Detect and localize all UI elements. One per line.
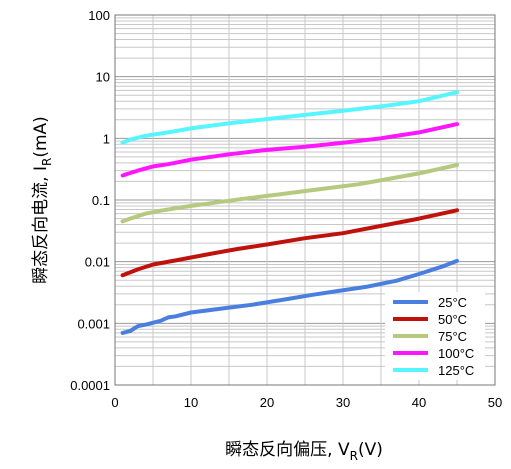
x-axis-title-main: 瞬态反向偏压, V: [225, 440, 350, 460]
y-tick-label: 0.001: [77, 316, 110, 331]
x-tick-label: 10: [184, 395, 198, 410]
y-tick-label: 1: [103, 131, 110, 146]
y-tick-label: 100: [88, 8, 110, 23]
legend-label: 25°C: [438, 295, 467, 310]
y-axis-title-symbol: I: [31, 166, 51, 171]
x-tick-label: 50: [488, 395, 502, 410]
series-line-125c: [120, 90, 459, 145]
series-line-25c: [120, 258, 459, 335]
legend-label: 125°C: [438, 363, 474, 378]
y-tick-label: 0.01: [85, 255, 110, 270]
legend-label: 50°C: [438, 312, 467, 327]
x-tick-label: 0: [111, 395, 118, 410]
legend-label: 100°C: [438, 346, 474, 361]
series-line-50c: [120, 208, 459, 278]
x-tick-label: 20: [260, 395, 274, 410]
x-axis-title-subscript: R: [350, 449, 358, 463]
y-axis-title-unit: (mA): [31, 116, 51, 157]
plot-frame: [114, 14, 496, 386]
y-tick-label: 0.0001: [70, 378, 110, 393]
y-tick-label: 0.1: [92, 193, 110, 208]
x-axis-title: 瞬态反向偏压, VR(V): [225, 440, 383, 463]
legend: 25°C 50°C 75°C 100°C 125°C: [385, 292, 485, 380]
y-tick-label: 10: [96, 70, 110, 85]
y-axis-title: 瞬态反向电流, IR(mA): [31, 116, 54, 284]
x-axis-title-unit: (V): [358, 440, 383, 460]
y-axis-title-main: 瞬态反向电流,: [31, 171, 51, 284]
series-line-75c: [120, 163, 459, 224]
series-line-100c: [120, 122, 459, 178]
x-tick-label: 40: [412, 395, 426, 410]
y-axis-title-subscript: R: [40, 158, 54, 166]
legend-label: 75°C: [438, 329, 467, 344]
series-layer: [120, 90, 459, 335]
grid: [115, 15, 495, 386]
x-tick-label: 30: [336, 395, 350, 410]
tick-labels: 0 10 20 30 40 50 100 10 1 0.1 0.01 0.001 0.0001: [70, 8, 502, 410]
